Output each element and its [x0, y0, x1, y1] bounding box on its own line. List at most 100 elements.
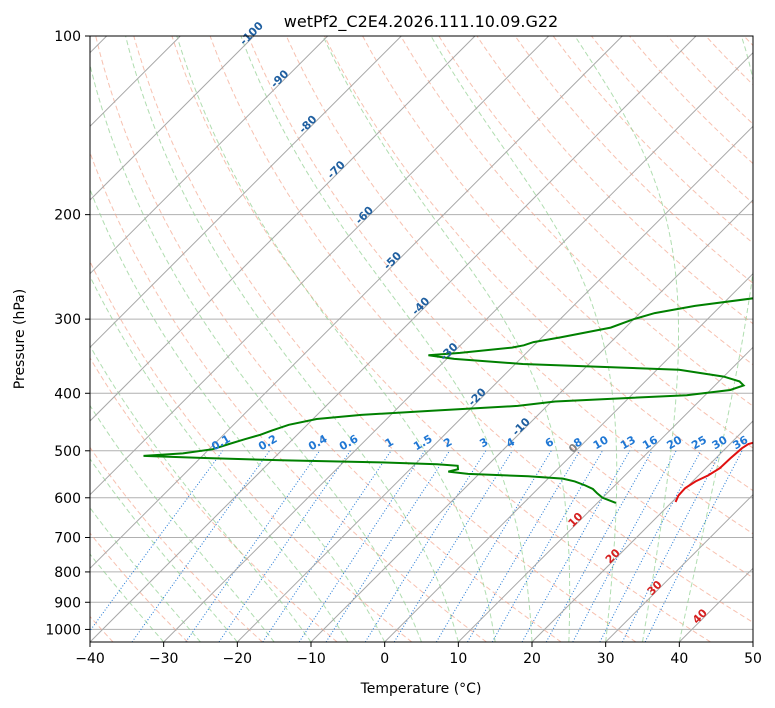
isotherm-label: -10 [510, 415, 533, 438]
temperature-profile-line [674, 441, 753, 503]
isotherm-line [752, 641, 753, 642]
isotherm-line [90, 36, 476, 422]
y-tick-label: 300 [54, 312, 81, 328]
x-tick-label: 10 [449, 651, 467, 667]
moist-adiabat-line [430, 36, 618, 642]
mixing-ratio-line [467, 450, 581, 642]
dewpoint-profile-line [143, 297, 753, 504]
dry-adiabat-line [362, 36, 753, 449]
chart-title: wetPf2_C2E4.2026.111.10.09.G22 [284, 12, 558, 32]
y-tick-label: 500 [54, 444, 81, 460]
isotherm-label: -50 [381, 249, 404, 272]
mixing-ratio-line [325, 450, 451, 642]
y-tick-label: 800 [54, 565, 81, 581]
background-lines [90, 36, 753, 642]
mixing-ratio-label: 3 [477, 435, 490, 450]
y-axis-title: Pressure (hPa) [12, 289, 28, 389]
moist-adiabat-line [90, 507, 201, 642]
moist-adiabat-line [90, 457, 238, 642]
isotherm-line [90, 36, 550, 496]
isotherm-label: -70 [325, 158, 348, 181]
isotherm-label: -60 [353, 203, 376, 226]
dry-adiabat-line [90, 532, 189, 642]
mixing-ratio-line [364, 450, 487, 642]
x-tick-label: −40 [75, 651, 105, 667]
axes: −40 −30 −20 −10 0 10 20 30 40 50 100 200 300 400 500 60… [45, 29, 762, 667]
mixing-ratio-label: 20 [665, 433, 685, 452]
isotherm-line [90, 36, 255, 201]
x-axis-title: Temperature (°C) [360, 681, 482, 697]
moist-adiabat-line [90, 188, 386, 642]
x-tick-label: 20 [523, 651, 541, 667]
dry-adiabat-line [552, 36, 753, 244]
mixing-ratio-line [298, 450, 426, 642]
dry-adiabat-line [400, 36, 753, 407]
mixing-ratio-line [545, 450, 653, 642]
dry-adiabat-line [247, 36, 753, 579]
moist-adiabat-line [125, 36, 459, 642]
mixing-ratio-line [599, 450, 702, 642]
moist-adiabat-line [678, 36, 753, 642]
mixing-ratio-label: 30 [710, 433, 730, 452]
dry-adiabat-line [171, 36, 711, 642]
isotherm-line [384, 272, 753, 642]
mixing-ratio-label: 1 [383, 435, 396, 450]
isotherm-line [678, 567, 753, 642]
dry-adiabat-line [209, 36, 753, 623]
moist-adiabat-line [240, 36, 533, 642]
dry-adiabat-line [514, 36, 753, 284]
isotherm-line [236, 125, 753, 642]
isotherm-line [90, 36, 697, 642]
dry-adiabat-line [90, 357, 338, 642]
isotherm-label: -40 [409, 294, 432, 317]
mixing-ratio-line [131, 450, 271, 642]
dry-adiabat-line [667, 36, 753, 125]
isotherm-label: 10 [566, 510, 586, 530]
x-tick-label: 40 [670, 651, 688, 667]
dry-adiabat-line [705, 36, 753, 86]
isotherm-label: -80 [296, 113, 319, 136]
isotherm-label: -20 [466, 385, 489, 408]
x-tick-label: 50 [744, 651, 762, 667]
dry-adiabat-line [743, 36, 753, 47]
mixing-ratio-label: 1.5 [411, 432, 434, 453]
mixing-ratio-line [435, 450, 552, 642]
y-tick-label: 700 [54, 531, 81, 547]
moist-adiabat-line [176, 36, 496, 642]
moist-adiabat-line [90, 404, 275, 642]
isotherm-line [163, 51, 753, 642]
dry-adiabat-line [438, 36, 753, 366]
isotherm-line [457, 346, 753, 642]
moist-adiabat-line [322, 36, 571, 642]
moist-adiabat-line [574, 36, 679, 642]
isotherm-line [90, 36, 329, 275]
y-tick-label: 200 [54, 208, 81, 224]
y-tick-label: 1000 [45, 622, 81, 638]
x-tick-label: 0 [380, 651, 389, 667]
y-tick-label: 600 [54, 491, 81, 507]
dry-adiabat-line [591, 36, 753, 204]
isotherm-line [310, 199, 753, 642]
isotherm-label: 30 [645, 578, 665, 598]
dry-adiabat-line [90, 446, 263, 642]
mixing-ratio-line [262, 450, 392, 642]
y-tick-label: 400 [54, 386, 81, 402]
mixing-ratio-line [218, 450, 351, 642]
moist-adiabat-line [90, 62, 422, 642]
mixing-ratio-line [572, 450, 677, 642]
moist-adiabat-line [90, 344, 312, 642]
isotherm-label: 20 [603, 546, 623, 566]
y-tick-label: 900 [54, 595, 81, 611]
dry-adiabat-line [285, 36, 753, 535]
mixing-ratio-label: 0.6 [337, 432, 361, 453]
y-tick-label: 100 [54, 29, 81, 45]
mixing-ratio-line [185, 450, 321, 642]
x-tick-label: −10 [296, 651, 326, 667]
isotherm-label: 40 [690, 606, 710, 626]
plot-frame [89, 35, 754, 643]
isotherm-line [90, 36, 623, 570]
moist-adiabat-line [90, 275, 349, 642]
dry-adiabat-line [629, 36, 753, 165]
x-tick-label: −30 [149, 651, 179, 667]
mixing-ratio-line [621, 450, 722, 642]
